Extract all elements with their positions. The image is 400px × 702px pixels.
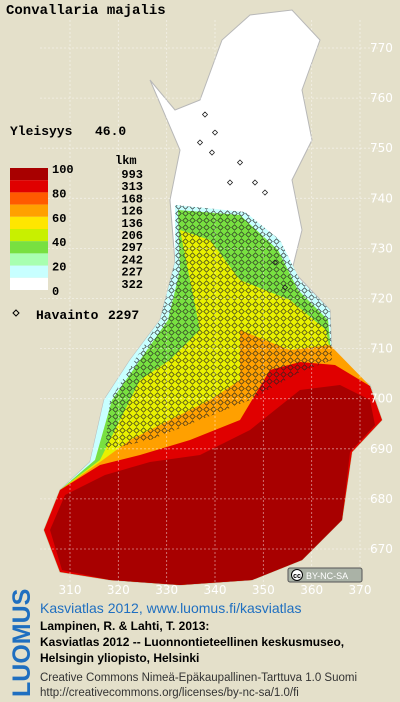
- legend-swatch: [10, 229, 48, 242]
- map: cc BY-NC-SA 770 760 750 740 730 720 710 700 690 6…: [40, 9, 393, 597]
- license: Creative Commons Nimeä-Epäkaupallinen-Ta…: [40, 672, 357, 684]
- legend-swatch: [10, 204, 48, 217]
- legend-swatch: [10, 265, 48, 278]
- y-tick-label: 690: [370, 442, 393, 456]
- legend-scale-label: 100: [52, 163, 74, 177]
- frequency-value: 46.0: [95, 124, 126, 139]
- x-tick-label: 360: [300, 583, 323, 597]
- x-tick-label: 350: [252, 583, 275, 597]
- license-badge: BY-NC-SA: [306, 571, 348, 581]
- frequency-label: Yleisyys: [10, 124, 73, 139]
- legend-count: 227: [121, 266, 143, 280]
- y-tick-label: 740: [370, 191, 393, 205]
- legend-swatch: [10, 192, 48, 205]
- citation: Kasviatlas 2012 -- Luonnontieteellinen k…: [40, 635, 344, 649]
- legend-count: 206: [121, 229, 143, 243]
- source: Kasviatlas 2012, www.luomus.fi/kasviatla…: [40, 600, 301, 616]
- legend-scale-label: 80: [52, 187, 66, 201]
- legend-count: 322: [121, 278, 143, 292]
- legend-count: 136: [121, 217, 143, 231]
- legend-count: 297: [121, 241, 143, 255]
- logo: LUOMUS: [8, 589, 36, 697]
- license: http://creativecommons.org/licenses/by-n…: [40, 687, 299, 699]
- legend-scale-label: 40: [52, 236, 66, 250]
- cc-badge: cc BY-NC-SA: [287, 567, 363, 583]
- legend-swatch: [10, 180, 48, 193]
- zone-darkred: [50, 385, 375, 585]
- count-header: lkm: [115, 154, 137, 168]
- observation-symbol: [12, 309, 20, 317]
- y-tick-label: 750: [370, 141, 393, 155]
- observation-area: [105, 205, 332, 450]
- legend-swatch: [10, 253, 48, 266]
- observation-label: Havainto: [36, 308, 99, 323]
- y-tick-label: 680: [370, 492, 393, 506]
- x-tick-label: 370: [349, 583, 372, 597]
- y-tick-label: 730: [370, 241, 393, 255]
- legend-scale-label: 60: [52, 212, 66, 226]
- y-tick-label: 700: [370, 392, 393, 406]
- legend-swatch: [10, 168, 48, 181]
- y-tick-label: 720: [370, 292, 393, 306]
- legend-count: 126: [121, 205, 143, 219]
- y-tick-label: 670: [370, 542, 393, 556]
- x-tick-label: 310: [59, 583, 82, 597]
- legend-scale-label: 20: [52, 261, 66, 275]
- y-tick-label: 760: [370, 91, 393, 105]
- y-tick-label: 770: [370, 41, 393, 55]
- x-tick-label: 340: [204, 583, 227, 597]
- legend-swatch: [10, 241, 48, 254]
- legend-count: 242: [121, 253, 143, 267]
- observation-count: 2297: [108, 308, 139, 323]
- title: Convallaria majalis: [6, 3, 166, 19]
- legend-count: 168: [121, 192, 143, 206]
- legend-swatch: [10, 277, 48, 290]
- legend-count: 993: [121, 168, 143, 182]
- x-tick-label: 320: [107, 583, 130, 597]
- x-tick-label: 330: [155, 583, 178, 597]
- svg-text:cc: cc: [293, 573, 301, 580]
- legend-count: 313: [121, 180, 143, 194]
- scattered-observations: [196, 111, 289, 291]
- legend-swatch: [10, 216, 48, 229]
- citation: Lampinen, R. & Lahti, T. 2013:: [40, 619, 209, 633]
- y-tick-label: 710: [370, 342, 393, 356]
- legend-scale-label: 0: [52, 285, 59, 299]
- citation: Helsingin yliopisto, Helsinki: [40, 651, 199, 665]
